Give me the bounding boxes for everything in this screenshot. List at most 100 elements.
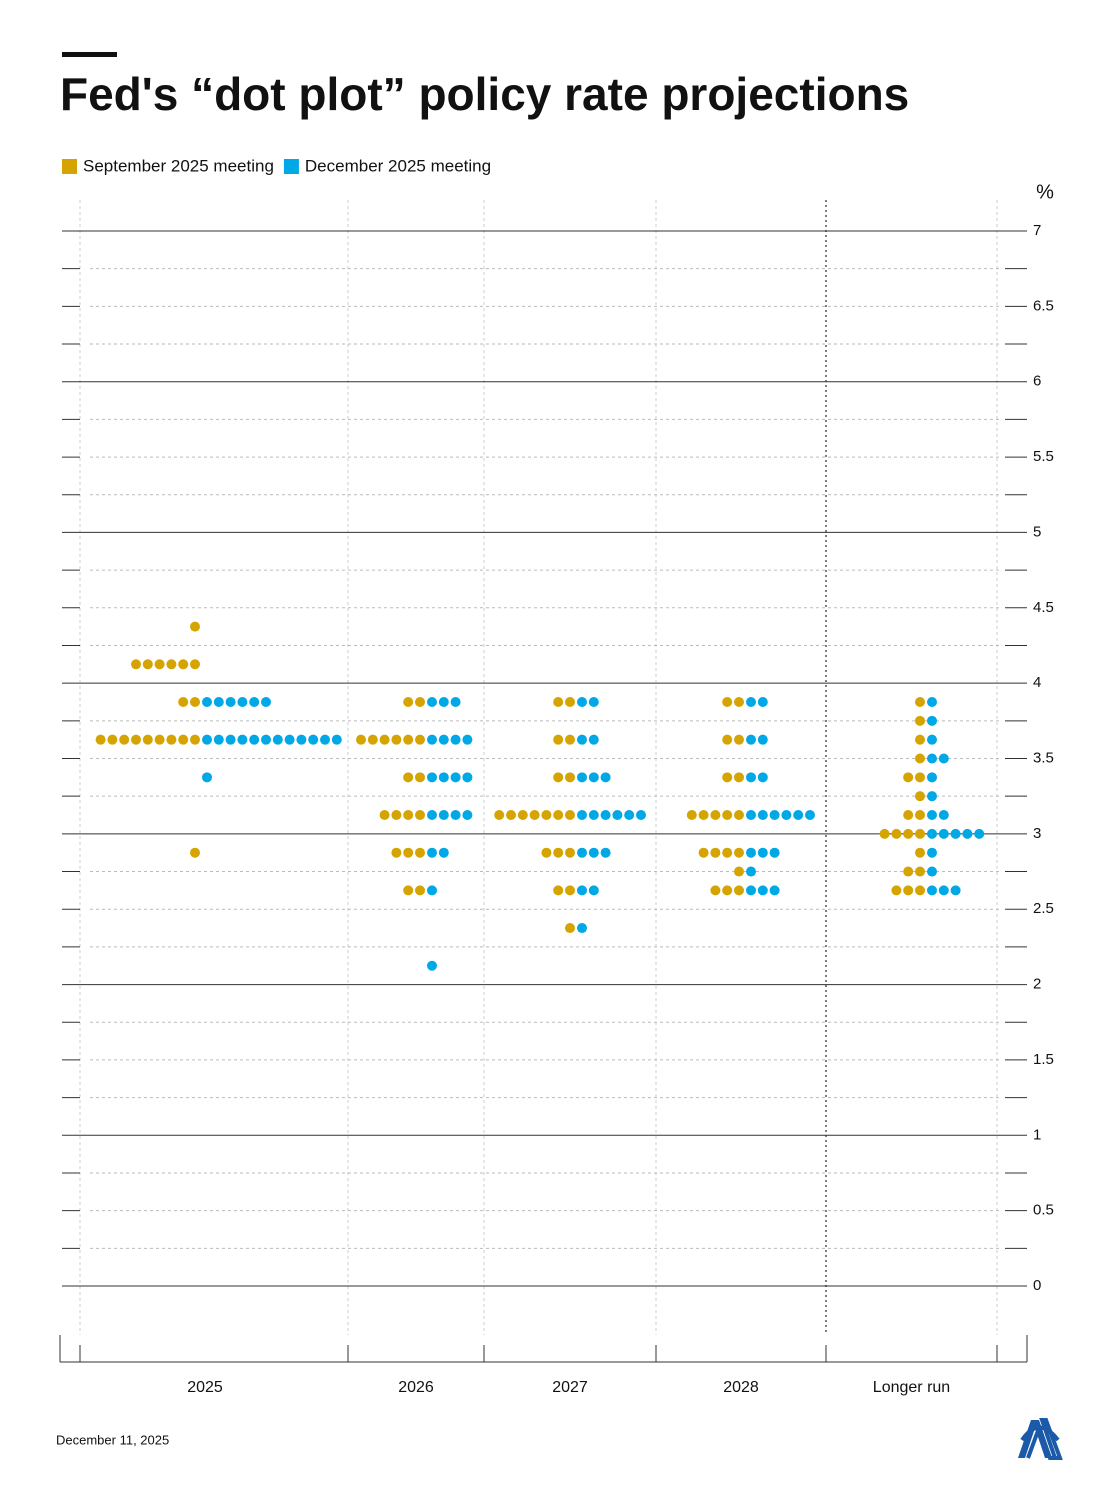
dot — [308, 734, 319, 745]
dot — [462, 810, 473, 821]
dot — [805, 810, 815, 821]
dot — [600, 847, 611, 858]
x-tick-label: 2026 — [398, 1379, 434, 1396]
dot — [142, 659, 153, 670]
dot — [237, 734, 248, 745]
dot — [415, 734, 425, 745]
dot — [450, 734, 461, 745]
dot — [915, 753, 925, 764]
legend-label: September 2025 meeting — [83, 156, 274, 175]
dot — [261, 696, 271, 707]
dot — [438, 772, 449, 783]
dot — [450, 696, 461, 707]
y-tick-label: 6.5 — [1033, 297, 1054, 314]
dot — [927, 696, 937, 707]
dot — [734, 772, 744, 783]
dot — [202, 696, 212, 707]
dot — [588, 696, 599, 707]
dot — [903, 885, 914, 896]
dot — [927, 734, 937, 745]
dot — [506, 810, 516, 821]
dot — [577, 923, 587, 934]
dot — [757, 696, 768, 707]
dot — [202, 772, 212, 783]
dot — [494, 810, 505, 821]
dot — [734, 866, 744, 877]
dot — [565, 885, 575, 896]
dot — [577, 847, 587, 858]
dot — [891, 885, 902, 896]
dot — [903, 772, 914, 783]
dot — [915, 791, 925, 802]
dot — [891, 828, 902, 839]
y-tick-label: 5 — [1033, 523, 1041, 540]
dot — [636, 810, 646, 821]
dot — [379, 734, 390, 745]
dot — [734, 810, 744, 821]
dot — [746, 885, 756, 896]
dot — [403, 734, 414, 745]
dot — [565, 734, 575, 745]
dot — [541, 847, 552, 858]
y-tick-label: 1.5 — [1033, 1051, 1054, 1068]
dot — [577, 772, 587, 783]
dot — [553, 810, 564, 821]
dot — [462, 734, 473, 745]
dot — [178, 696, 189, 707]
dot — [427, 696, 437, 707]
dot — [249, 734, 260, 745]
dot — [391, 810, 402, 821]
dot — [119, 734, 130, 745]
y-tick-label: 2 — [1033, 976, 1041, 993]
dot — [722, 734, 733, 745]
dot — [974, 828, 985, 839]
dot — [927, 753, 937, 764]
dot — [915, 715, 925, 726]
legend-swatch — [283, 159, 299, 174]
dot — [722, 810, 733, 821]
dot — [331, 734, 342, 745]
dot — [202, 734, 212, 745]
dot — [710, 885, 721, 896]
dot — [915, 828, 925, 839]
dot — [565, 810, 575, 821]
dot — [379, 810, 390, 821]
dot — [577, 810, 587, 821]
y-tick-label: 7 — [1033, 222, 1041, 239]
y-tick-label: 4 — [1033, 674, 1041, 691]
dot — [154, 659, 165, 670]
dot — [722, 847, 733, 858]
dot — [938, 810, 949, 821]
dot — [879, 828, 890, 839]
dot — [600, 772, 611, 783]
dot — [415, 885, 425, 896]
dot — [938, 828, 949, 839]
dot — [710, 810, 721, 821]
dot — [698, 847, 709, 858]
dot — [462, 772, 473, 783]
dot — [769, 847, 780, 858]
dot — [553, 734, 564, 745]
dot — [553, 696, 564, 707]
dot — [757, 734, 768, 745]
dot — [915, 772, 925, 783]
dot — [190, 659, 200, 670]
dot — [903, 810, 914, 821]
title-bar — [62, 52, 117, 57]
dot — [734, 734, 744, 745]
dot — [722, 772, 733, 783]
dot — [190, 696, 200, 707]
dot — [927, 847, 937, 858]
dot — [781, 810, 792, 821]
dot — [600, 810, 611, 821]
dot — [517, 810, 528, 821]
dot — [624, 810, 635, 821]
dot — [757, 847, 768, 858]
dot — [403, 810, 414, 821]
dot — [950, 885, 961, 896]
dot — [249, 696, 260, 707]
dot — [746, 847, 756, 858]
y-tick-label: 2.5 — [1033, 900, 1054, 917]
dot — [403, 696, 414, 707]
